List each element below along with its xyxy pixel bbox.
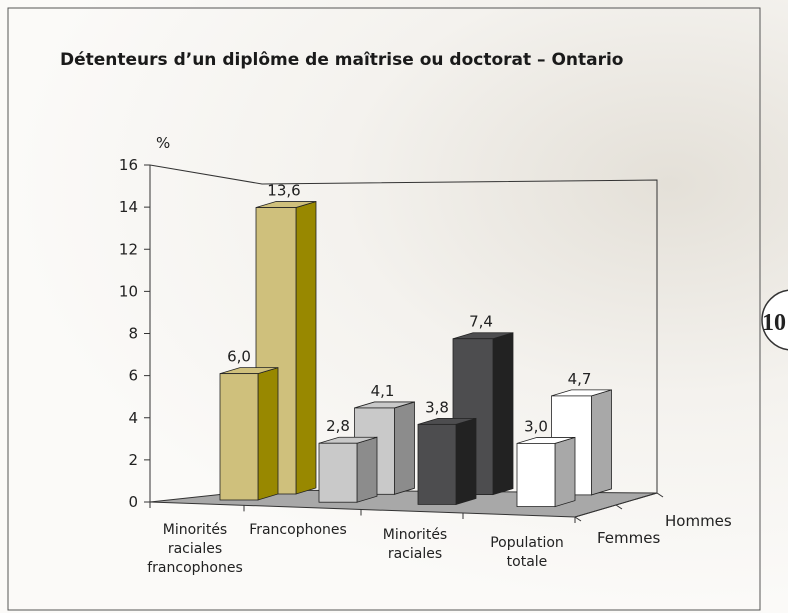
page-number: 10 (762, 310, 786, 336)
x-tick-label: Population totale (490, 534, 564, 572)
y-tick-label: 6 (128, 367, 138, 385)
value-label: 6,0 (227, 348, 251, 366)
y-tick-label: 0 (128, 493, 138, 511)
chart: 10 % 0 2 4 6 8 10 12 14 16 13,6 4,1 7,4 4,7 6,0 2,8 3,8 3… (0, 0, 788, 613)
value-label: 3,8 (425, 398, 449, 416)
x-tick-label: Francophones (249, 521, 347, 540)
bar-side (555, 437, 575, 506)
bar-side (456, 418, 476, 504)
y-tick-label: 4 (128, 409, 138, 427)
value-label: 4,7 (568, 370, 592, 388)
bar-side (395, 402, 415, 494)
x-tick-label: Minorités raciales (383, 526, 447, 564)
bar-side (296, 202, 316, 494)
value-label: 2,8 (326, 417, 350, 435)
y-tick-label: 2 (128, 451, 138, 469)
y-axis-label: % (156, 134, 170, 152)
bar (517, 443, 555, 506)
bar-side (258, 368, 278, 500)
value-label: 7,4 (469, 313, 493, 331)
value-label: 4,1 (371, 382, 395, 400)
bar (319, 443, 357, 502)
depth-tick (616, 505, 622, 509)
bar-side (592, 390, 612, 495)
page: 10 % 0 2 4 6 8 10 12 14 16 13,6 4,1 7,4 4,7 6,0 2,8 3,8 3… (0, 0, 788, 613)
chart-title: Détenteurs d’un diplôme de maîtrise ou d… (60, 50, 624, 70)
value-label: 3,0 (524, 417, 548, 435)
y-tick-label: 12 (119, 240, 138, 258)
y-tick-label: 8 (128, 325, 138, 343)
depth-tick (575, 517, 581, 521)
bar-side (357, 437, 377, 502)
bar (220, 374, 258, 500)
y-tick-label: 16 (119, 156, 138, 174)
frame (8, 8, 760, 610)
value-label: 13,6 (267, 182, 300, 200)
bar (418, 424, 456, 504)
bar-side (493, 333, 513, 495)
y-tick-label: 10 (119, 282, 138, 300)
legend-label: Femmes (597, 529, 660, 547)
depth-tick (657, 493, 663, 497)
legend-label: Hommes (665, 512, 732, 530)
y-tick-label: 14 (119, 198, 138, 216)
x-tick-label: Minorités raciales francophones (147, 521, 243, 578)
